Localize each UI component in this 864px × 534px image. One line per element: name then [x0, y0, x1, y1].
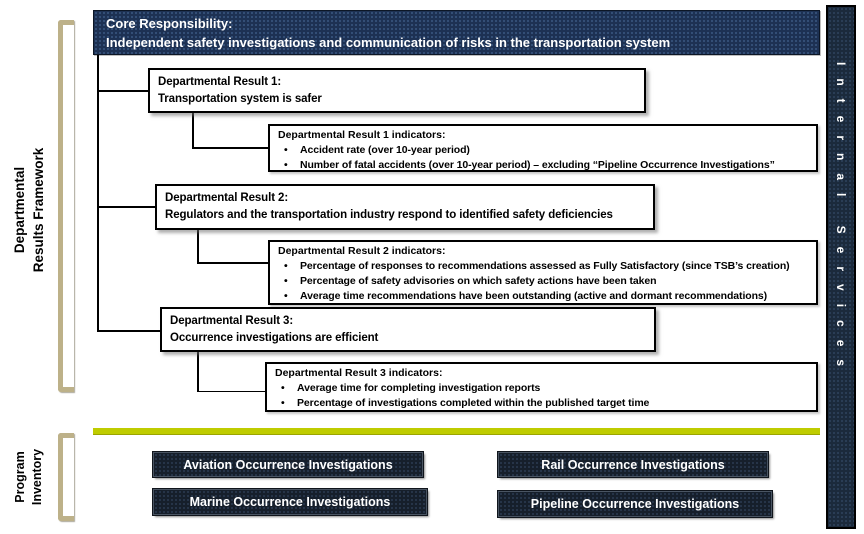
- result2-indicators-title: Departmental Result 2 indicators:: [278, 245, 446, 257]
- result2-title: Departmental Result 2:: [165, 192, 289, 204]
- inventory-label-line1: Program: [13, 451, 27, 503]
- result2-box: Departmental Result 2: Regulators and th…: [155, 184, 655, 230]
- section-divider-line: [93, 428, 820, 435]
- core-responsibility-subtitle: Independent safety investigations and co…: [106, 35, 671, 50]
- departmental-results-framework-label: Departmental Results Framework: [10, 60, 50, 360]
- result3-indicator-item: Average time for completing investigatio…: [275, 381, 808, 396]
- result2-indicators-box: Departmental Result 2 indicators: Percen…: [268, 240, 818, 305]
- result3-indicator-item: Percentage of investigations completed w…: [275, 396, 808, 411]
- branch-line-result3: [97, 330, 160, 332]
- trunk-connector-line: [97, 55, 99, 331]
- result1-title: Departmental Result 1:: [158, 76, 282, 88]
- result3-indicators-title: Departmental Result 3 indicators:: [275, 367, 443, 379]
- result1-subtitle: Transportation system is safer: [158, 93, 322, 105]
- result2-subtitle: Regulators and the transportation indust…: [165, 209, 613, 221]
- branch-line-result1: [97, 90, 148, 92]
- connector-result1-indicators-v: [192, 113, 194, 148]
- result2-indicator-item: Percentage of safety advisories on which…: [278, 274, 808, 289]
- result2-indicator-item: Average time recommendations have been o…: [278, 289, 808, 304]
- result1-box: Departmental Result 1: Transportation sy…: [148, 68, 646, 113]
- result3-title: Departmental Result 3:: [170, 315, 294, 327]
- result2-indicators-list: Percentage of responses to recommendatio…: [278, 259, 808, 304]
- result3-box: Departmental Result 3: Occurrence invest…: [160, 307, 656, 352]
- connector-result2-indicators-h: [197, 262, 268, 264]
- branch-line-result2: [97, 206, 155, 208]
- framework-label-line1: Departmental: [12, 166, 27, 254]
- core-responsibility-title: Core Responsibility:: [106, 16, 233, 31]
- program-box-rail: Rail Occurrence Investigations: [497, 451, 769, 478]
- program-box-aviation: Aviation Occurrence Investigations: [152, 451, 424, 478]
- inventory-label-line2: Inventory: [30, 448, 44, 506]
- connector-result2-indicators-v: [197, 230, 199, 263]
- result3-indicators-box: Departmental Result 3 indicators: Averag…: [265, 362, 818, 412]
- program-inventory-label: Program Inventory: [12, 422, 48, 532]
- core-responsibility-banner: Core Responsibility: Independent safety …: [93, 10, 820, 55]
- framework-label-line2: Results Framework: [31, 147, 46, 273]
- result1-indicators-title: Departmental Result 1 indicators:: [278, 129, 446, 141]
- inventory-bracket: [58, 433, 74, 521]
- program-box-pipeline: Pipeline Occurrence Investigations: [497, 490, 773, 518]
- connector-result3-indicators-v: [197, 352, 199, 392]
- program-box-marine: Marine Occurrence Investigations: [152, 488, 428, 516]
- result1-indicators-box: Departmental Result 1 indicators: Accide…: [268, 124, 818, 173]
- internal-services-bar: Internal Services: [826, 5, 856, 529]
- result2-indicator-item: Percentage of responses to recommendatio…: [278, 259, 808, 274]
- connector-result3-indicators-h: [197, 390, 265, 392]
- result1-indicators-list: Accident rate (over 10-year period) Numb…: [278, 143, 808, 173]
- result3-indicators-list: Average time for completing investigatio…: [275, 381, 808, 411]
- framework-bracket: [58, 20, 74, 392]
- internal-services-label: Internal Services: [834, 62, 848, 380]
- result3-subtitle: Occurrence investigations are efficient: [170, 332, 379, 344]
- connector-result1-indicators-h: [192, 147, 268, 149]
- result1-indicator-item: Number of fatal accidents (over 10-year …: [278, 158, 808, 173]
- result1-indicator-item: Accident rate (over 10-year period): [278, 143, 808, 158]
